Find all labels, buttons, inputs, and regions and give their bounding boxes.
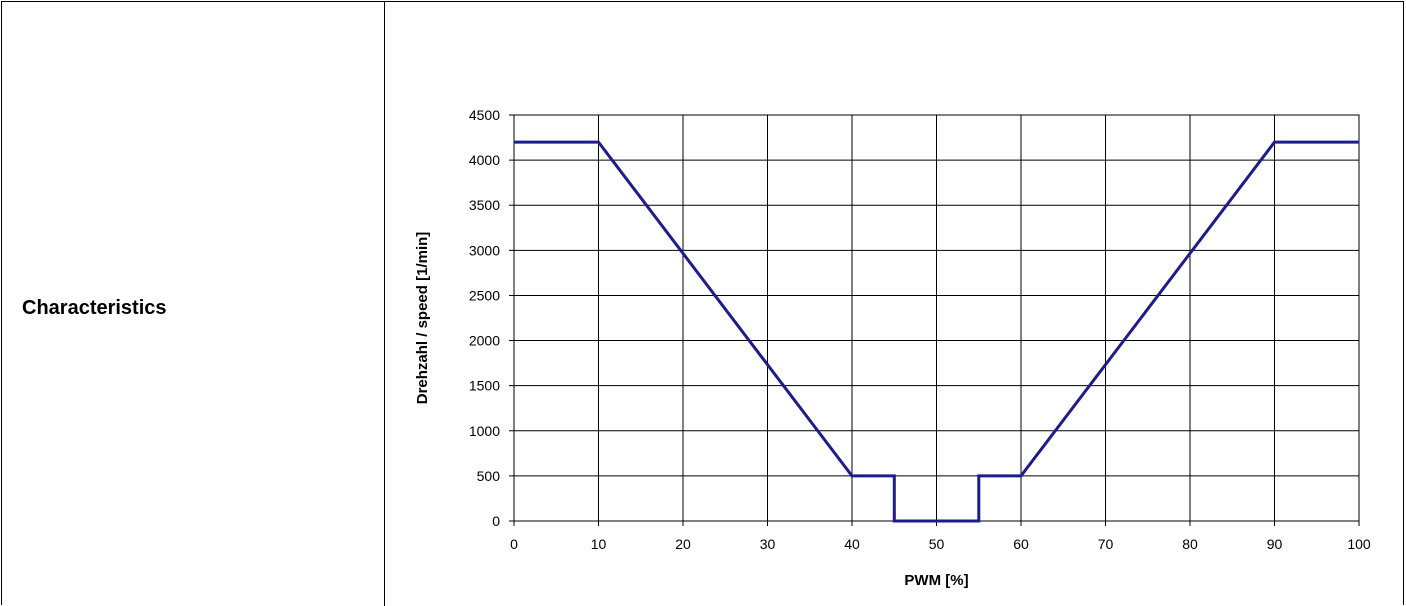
x-tick-label: 90 — [1267, 536, 1283, 552]
x-tick-label: 40 — [844, 536, 860, 552]
x-tick-label: 50 — [929, 536, 945, 552]
x-tick-label: 70 — [1098, 536, 1114, 552]
y-tick-label: 1500 — [469, 378, 500, 394]
y-tick-label: 3000 — [469, 242, 500, 258]
table-column-divider — [384, 1, 385, 606]
x-tick-label: 20 — [675, 536, 691, 552]
chart-cell: 0 500 1000 1500 2000 2500 3000 3500 4000 4500 0 10… — [385, 1, 1404, 606]
y-axis-title: Drehzahl / speed [1/min] — [414, 232, 431, 405]
grid-lines — [509, 114, 1360, 526]
y-tick-label: 4500 — [469, 107, 500, 123]
x-tick-label: 60 — [1013, 536, 1029, 552]
y-tick-label: 2000 — [469, 333, 500, 349]
x-tick-labels: 0 10 20 30 40 50 60 70 80 90 100 — [510, 536, 1371, 552]
data-series — [514, 140, 1359, 523]
x-tick-label: 10 — [591, 536, 607, 552]
y-tick-label: 3500 — [469, 197, 500, 213]
y-tick-label: 2500 — [469, 287, 500, 303]
y-tick-label: 1000 — [469, 423, 500, 439]
x-tick-label: 0 — [510, 536, 518, 552]
y-tick-label: 0 — [492, 513, 500, 529]
y-tick-label: 500 — [477, 468, 501, 484]
y-tick-label: 4000 — [469, 152, 500, 168]
row-label-cell: Characteristics — [2, 1, 384, 605]
x-tick-label: 80 — [1182, 536, 1198, 552]
y-tick-labels: 0 500 1000 1500 2000 2500 3000 3500 4000 4500 — [469, 107, 500, 529]
x-axis-title: PWM [%] — [904, 572, 968, 589]
x-tick-label: 100 — [1347, 536, 1371, 552]
x-tick-label: 30 — [760, 536, 776, 552]
speed-pwm-chart: 0 500 1000 1500 2000 2500 3000 3500 4000 4500 0 10… — [414, 107, 1371, 589]
series-line — [514, 140, 1359, 523]
row-label: Characteristics — [22, 297, 167, 319]
